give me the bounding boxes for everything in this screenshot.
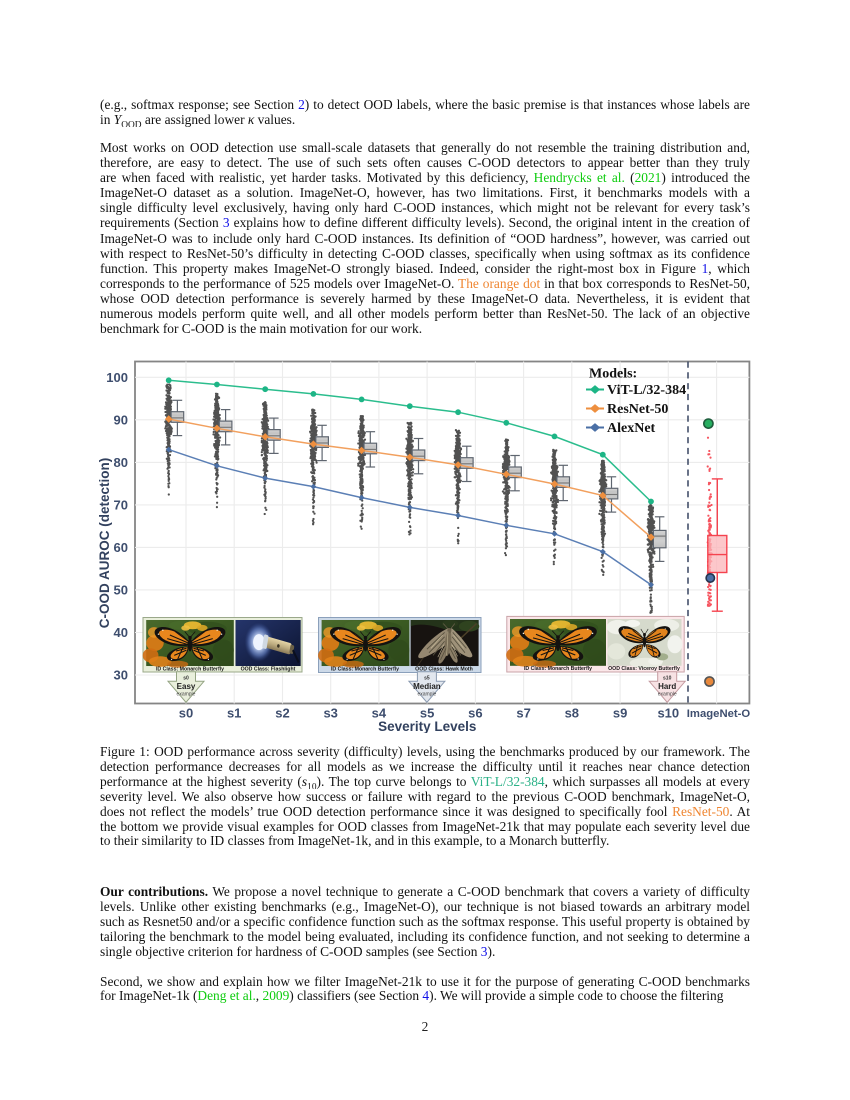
svg-text:OOD Class: Flashlight: OOD Class: Flashlight (241, 666, 296, 672)
svg-text:s0: s0 (179, 706, 193, 721)
svg-text:ID Class: Monarch Butterfly: ID Class: Monarch Butterfly (331, 667, 399, 673)
svg-text:C-OOD AUROC (detection): C-OOD AUROC (detection) (97, 458, 112, 629)
svg-text:50: 50 (114, 582, 128, 597)
svg-text:s8: s8 (565, 706, 579, 721)
svg-text:s6: s6 (468, 706, 482, 721)
svg-text:example: example (417, 692, 436, 698)
svg-text:s2: s2 (275, 706, 289, 721)
svg-text:80: 80 (114, 455, 128, 470)
svg-text:s0: s0 (183, 676, 189, 682)
svg-text:example: example (658, 692, 677, 698)
svg-text:Hard: Hard (658, 682, 676, 691)
svg-text:ViT-L/32-384: ViT-L/32-384 (607, 383, 686, 398)
svg-text:s7: s7 (516, 706, 530, 721)
svg-text:Easy: Easy (177, 682, 196, 691)
svg-text:ResNet-50: ResNet-50 (607, 402, 668, 417)
svg-text:90: 90 (114, 412, 128, 427)
svg-text:s9: s9 (613, 706, 627, 721)
svg-text:example: example (177, 692, 196, 698)
svg-text:Models:: Models: (589, 367, 637, 382)
svg-text:ID Class: Monarch Butterfly: ID Class: Monarch Butterfly (156, 666, 224, 672)
svg-text:s10: s10 (663, 676, 672, 682)
svg-text:s1: s1 (227, 706, 241, 721)
svg-text:OOD Class: Hawk Moth: OOD Class: Hawk Moth (415, 667, 473, 673)
svg-text:AlexNet: AlexNet (607, 421, 656, 436)
svg-text:30: 30 (114, 668, 128, 683)
svg-text:Severity Levels: Severity Levels (378, 719, 476, 733)
svg-text:s5: s5 (420, 706, 434, 721)
svg-text:60: 60 (114, 540, 128, 555)
svg-text:100: 100 (106, 370, 128, 385)
svg-text:s10: s10 (657, 706, 679, 721)
svg-text:s3: s3 (323, 706, 337, 721)
svg-text:70: 70 (114, 497, 128, 512)
svg-text:ID Class: Monarch Butterfly: ID Class: Monarch Butterfly (524, 666, 592, 672)
svg-text:s5: s5 (424, 676, 430, 682)
svg-text:40: 40 (114, 625, 128, 640)
svg-text:s4: s4 (372, 706, 387, 721)
svg-text:Median: Median (413, 682, 441, 691)
svg-text:ImageNet-O: ImageNet-O (687, 708, 751, 720)
svg-text:OOD Class: Viceroy Butterfly: OOD Class: Viceroy Butterfly (608, 666, 680, 672)
